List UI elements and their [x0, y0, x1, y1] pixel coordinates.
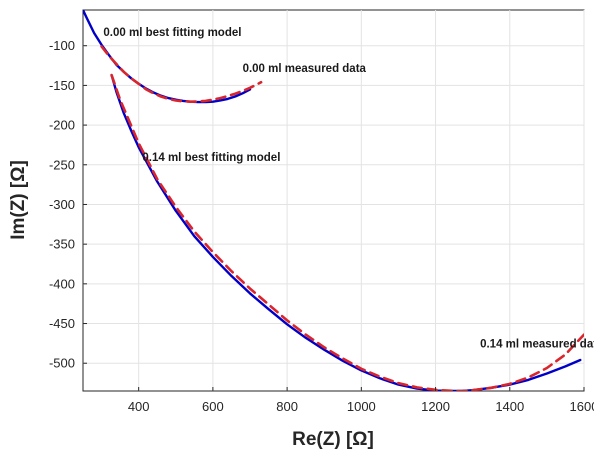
x-tick-labels: 400 600 800 1000 1200 1400 1600: [128, 387, 594, 414]
y-tick-label: -500: [49, 356, 75, 371]
x-tick-label: 1600: [570, 399, 594, 414]
annotation-group: 0.00 ml best fitting model 0.00 ml measur…: [103, 27, 594, 350]
annotation-label: 0.00 ml best fitting model: [103, 27, 241, 39]
x-tick-label: 400: [128, 399, 150, 414]
y-tick-label: -300: [49, 197, 75, 212]
y-tick-label: -350: [49, 237, 75, 252]
y-tick-label: -250: [49, 157, 75, 172]
grid: [83, 10, 585, 391]
x-tick-label: 1000: [347, 399, 376, 414]
x-axis-label: Re(Z) [Ω]: [292, 429, 374, 450]
x-tick-label: 600: [202, 399, 224, 414]
annotation-label: 0.14 ml measured data: [480, 338, 594, 350]
x-tick-label: 1400: [495, 399, 524, 414]
y-tick-label: -450: [49, 316, 75, 331]
x-tick-label: 1200: [421, 399, 450, 414]
y-tick-label: -200: [49, 118, 75, 133]
plot-area: [82, 9, 585, 392]
annotation-label: 0.00 ml measured data: [243, 63, 367, 75]
measured-data-line-1: [100, 45, 263, 103]
y-tick-label: -400: [49, 276, 75, 291]
series-group: [83, 10, 584, 391]
y-axis-label: Im(Z) [Ω]: [8, 160, 29, 240]
annotation-label: 0.14 ml best fitting model: [142, 152, 280, 164]
y-tick-label: -100: [49, 38, 75, 53]
x-tick-label: 800: [276, 399, 298, 414]
y-tick-label: -150: [49, 78, 75, 93]
y-tick-labels: -100 -150 -200 -250 -300 -350 -400 -450 -500: [49, 38, 87, 371]
measured-data-line-3: [110, 73, 584, 391]
